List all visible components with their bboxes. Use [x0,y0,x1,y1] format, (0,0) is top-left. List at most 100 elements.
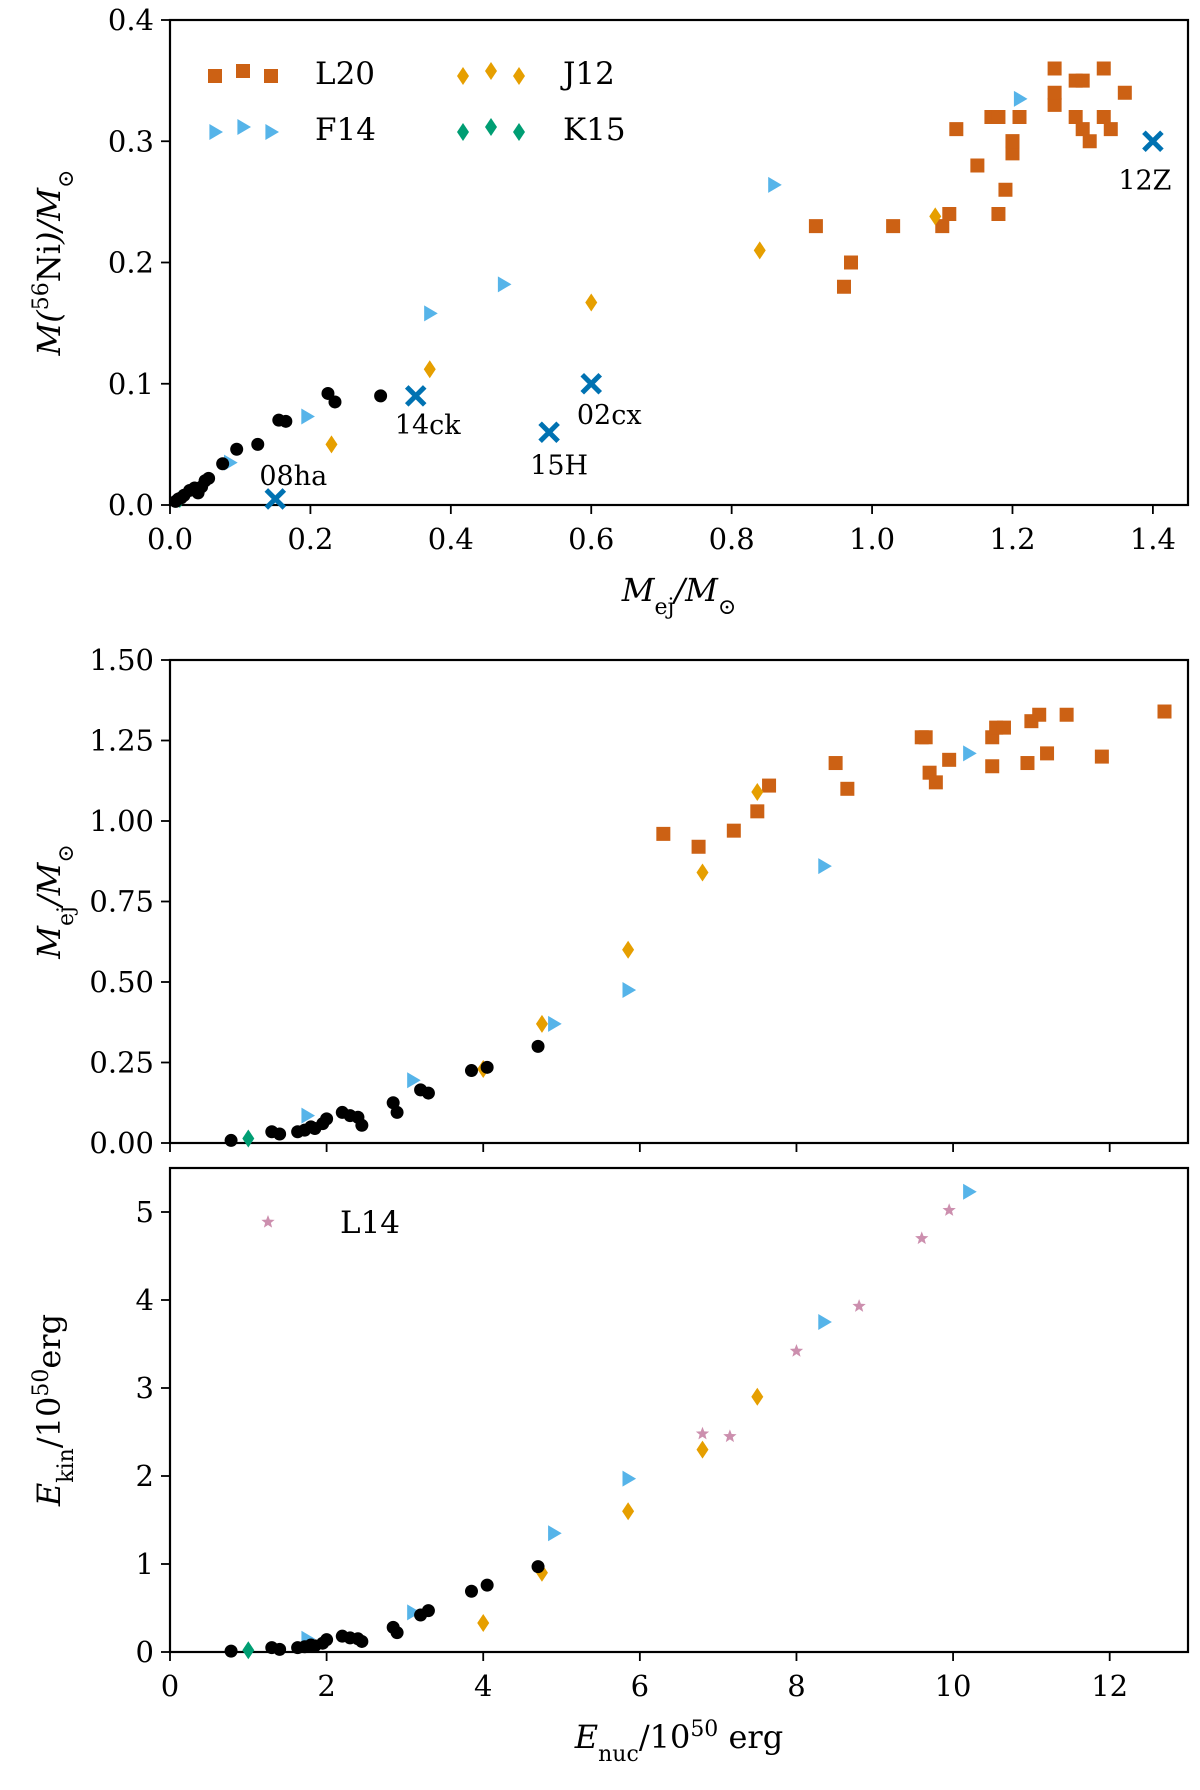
data-point-J12 [753,241,766,260]
data-point-observed [538,421,560,444]
data-point-L14 [789,1344,804,1357]
y-tick-label: 0.0 [108,488,154,522]
series-L20 [808,61,1132,294]
panel-ejecta-mass-vs-enuc: 0.00 0.25 0.50 0.75 1.00 1.25 1.50 Mej/M⊙ [30,643,1190,1160]
data-point-other [216,457,230,471]
data-point-F14 [622,1470,637,1487]
data-point-F14 [768,176,782,193]
data-point-other [279,414,293,428]
data-point-L20 [985,759,1000,774]
data-point-other [355,1118,369,1132]
data-point-L20 [828,756,843,771]
plot-frame [168,1166,1190,1654]
data-point-L20 [750,804,765,819]
y-axis-label: Ekin/1050erg [29,1314,79,1507]
legend-marker-K15 [513,123,525,141]
y-axis-label: M(56Ni)/M⊙ [29,170,79,357]
data-point-L20 [935,219,950,234]
data-point-L20 [928,775,943,790]
data-point-L20 [996,720,1011,735]
legend-label-L14: L14 [340,1205,400,1241]
data-point-L14 [723,1429,737,1443]
data-point-other [531,1560,545,1574]
series-J12 [325,207,942,454]
series-L20 [656,704,1172,854]
data-point-L20 [844,255,859,270]
data-point-observed [404,385,427,407]
y-tick-label: 1.25 [89,724,154,758]
data-point-other [273,1642,287,1656]
data-point-F14 [407,1604,421,1621]
data-point-L14 [942,1203,956,1216]
plot-frame [168,658,1190,1145]
x-axis-label: Mej/M⊙ [621,571,737,620]
data-point-L20 [762,778,777,793]
x-axis-label: Enuc/1050 erg [574,1717,783,1767]
data-point-L20 [1020,756,1035,771]
data-point-F14 [424,305,438,322]
data-point-F14 [963,745,977,762]
data-point-other [251,437,265,451]
x-tick-label: 0.4 [428,522,474,556]
data-point-L20 [1075,73,1090,88]
data-point-L20 [840,781,855,796]
data-point-other [374,389,388,403]
data-point-J12 [622,1502,635,1521]
x-tick-label: 6 [631,1669,649,1703]
data-point-observed [1142,130,1164,153]
legend-marker-L14 [261,1215,275,1228]
data-point-L20 [1005,134,1020,149]
data-point-L20 [970,158,985,173]
data-point-L20 [1040,746,1055,761]
series-other [224,1560,545,1658]
data-point-F14 [1013,90,1028,107]
data-point-other [421,1086,435,1100]
data-point-F14 [497,276,512,293]
legend-marker-F14 [237,119,251,135]
data-point-observed [580,372,603,395]
data-point-other [355,1634,369,1648]
y-tick-label: 3 [136,1371,154,1405]
data-point-other [390,1626,404,1640]
y-tick-label: 5 [136,1195,154,1229]
data-point-L20 [1075,122,1090,137]
data-point-other [464,1584,478,1598]
legend-label-F14: F14 [315,112,376,148]
data-point-L20 [942,752,957,767]
data-point-L20 [691,839,706,854]
data-point-J12 [696,863,709,882]
x-tick-label: 1.2 [989,522,1035,556]
annotation-14ck: 14ck [395,410,461,441]
series-K15 [242,1641,255,1660]
y-tick-label: 0.4 [108,3,154,37]
data-point-L14 [695,1426,710,1440]
series-K15 [242,1129,255,1148]
legend-marker-F14 [265,124,279,140]
data-point-observed [264,488,287,510]
data-point-J12 [751,783,764,802]
data-point-F14 [548,1525,562,1542]
legend-label-K15: K15 [563,112,626,148]
data-point-J12 [477,1613,490,1632]
series-other [224,1039,545,1147]
data-point-J12 [696,1440,709,1459]
data-point-other [531,1039,545,1053]
series-J12 [477,783,764,1078]
x-tick-label: 0 [161,1669,179,1703]
data-point-L20 [656,826,671,841]
legend-label-J12: J12 [560,56,615,92]
data-point-other [328,395,342,409]
series-other [169,386,388,508]
data-point-other [390,1105,404,1119]
y-tick-label: 1.00 [89,804,154,838]
y-tick-label: 1 [136,1547,154,1581]
data-point-J12 [929,207,942,226]
data-point-other [421,1604,435,1618]
series-L14 [695,1203,956,1443]
annotation-08ha: 08ha [259,461,327,492]
data-point-F14 [622,982,637,999]
data-point-F14 [963,1183,977,1200]
data-point-other [202,471,216,485]
data-point-K15 [242,1129,255,1148]
